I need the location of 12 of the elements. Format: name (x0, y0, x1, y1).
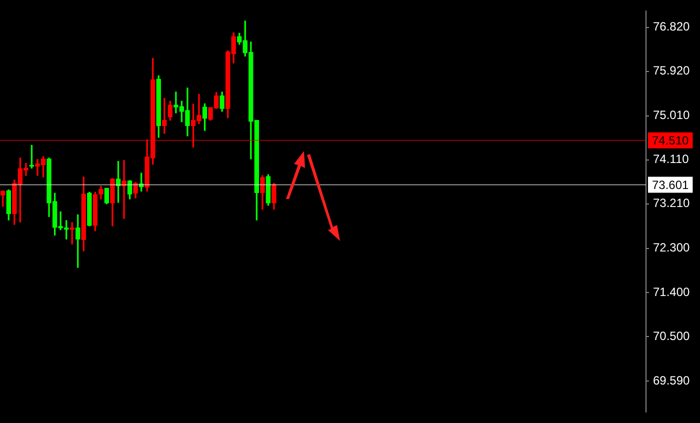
y-tick-label: 75.920 (653, 64, 690, 78)
y-tick-label: 72.300 (653, 240, 690, 255)
y-tick-label: 70.500 (653, 328, 690, 343)
y-tick-label: 74.110 (653, 152, 690, 166)
y-tick-label: 76.820 (653, 20, 690, 34)
y-tick-label: 71.400 (653, 284, 690, 299)
y-tick-label: 73.210 (653, 196, 690, 210)
ref-line-label: 73.601 (652, 178, 690, 192)
candlestick (122, 160, 126, 219)
y-tick-label: 75.010 (653, 108, 690, 122)
ref-line-label: 74.510 (652, 134, 690, 148)
y-tick-label: 69.590 (653, 373, 690, 388)
